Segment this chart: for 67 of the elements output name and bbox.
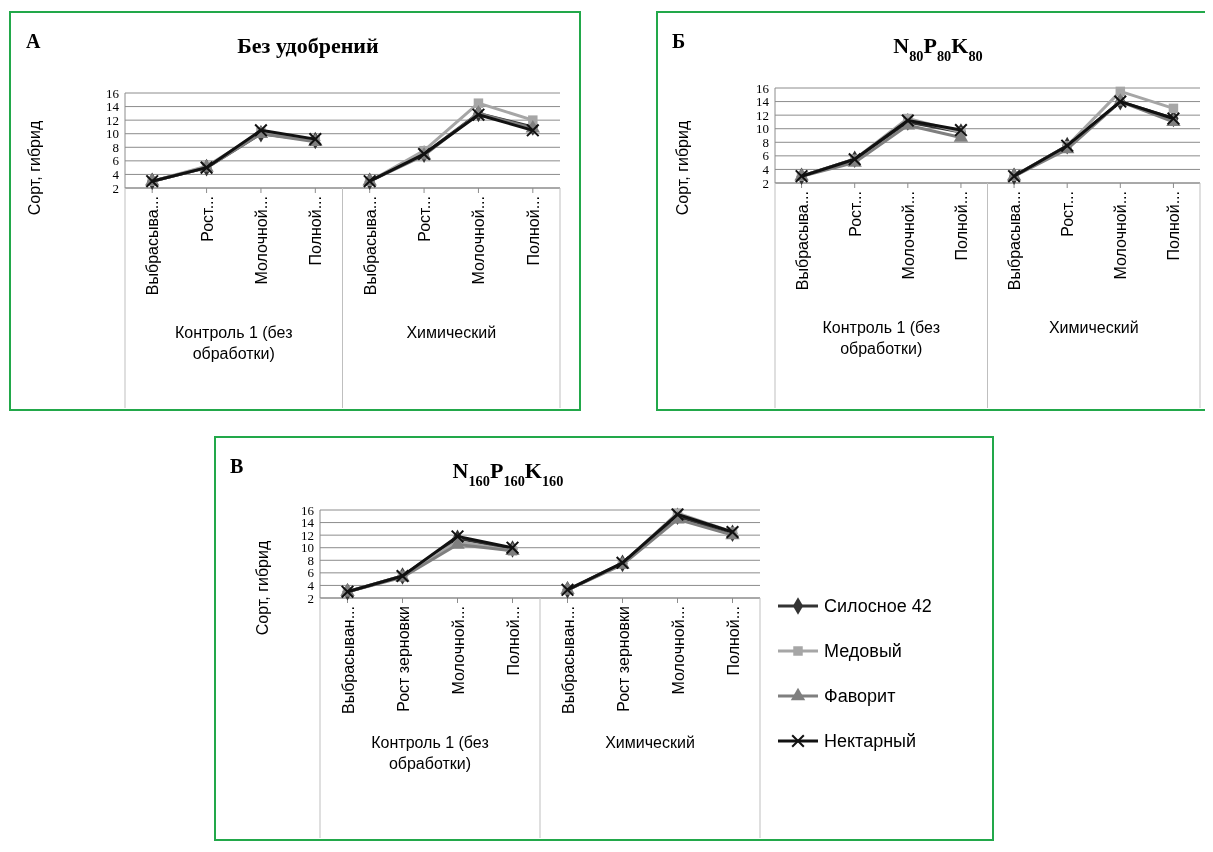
- x-tick-label: Рост...: [416, 196, 434, 242]
- x-tick-label: Полной...: [524, 196, 542, 266]
- text: Контроль 1 (без обработки): [822, 319, 940, 357]
- y-tick-label: 16: [756, 80, 770, 96]
- point: [526, 123, 540, 138]
- y-tick-label: 10: [756, 121, 769, 137]
- x-tick-label: Полной...: [1165, 191, 1183, 261]
- text: А: [26, 30, 41, 52]
- text: Химический: [605, 734, 695, 751]
- x-tick-label: Рост зерновки: [614, 606, 632, 712]
- x-tick-label: Полной...: [307, 196, 325, 266]
- chart-title: N$_{160}$P$_{160}$K$_{160}$: [452, 458, 564, 489]
- y-axis-title: Сорт, гибрид: [26, 120, 43, 216]
- x-tick-label: Рост зерновки: [394, 606, 412, 712]
- y-tick-label: 6: [112, 153, 120, 169]
- y-tick-label: 2: [762, 175, 769, 191]
- y-tick-label: 10: [106, 126, 119, 142]
- x-tick-label: Выбрасыва...: [1006, 191, 1024, 291]
- x-tick-label: Молочной...: [252, 196, 270, 285]
- x-tick-label: Полной...: [724, 606, 742, 676]
- y-tick-label: 8: [112, 139, 119, 155]
- y-axis-title: Сорт, гибрид: [254, 540, 271, 636]
- x-tick-label: Полной...: [504, 606, 522, 676]
- point: [1168, 103, 1179, 114]
- x-tick-label: Полной...: [952, 191, 970, 261]
- y-axis-title: Сорт, гибрид: [674, 120, 691, 216]
- x-tick-label: Выбрасыва...: [361, 196, 379, 296]
- x-tick-label: Рост...: [198, 196, 216, 242]
- chart-title: Без удобрений: [237, 33, 380, 58]
- y-tick-label: 14: [106, 99, 120, 115]
- y-tick-label: 8: [762, 134, 769, 150]
- y-tick-label: 16: [301, 502, 315, 518]
- point: [473, 98, 484, 108]
- y-tick-label: 12: [106, 112, 119, 128]
- y-tick-label: 6: [762, 148, 770, 164]
- x-tick-label: Молочной...: [1112, 191, 1130, 280]
- legend-label: Медовый: [824, 641, 902, 662]
- y-tick-label: 4: [112, 166, 120, 182]
- text: Химический: [1048, 319, 1139, 336]
- x-tick-label: Молочной...: [899, 191, 917, 280]
- text: Химический: [406, 324, 497, 341]
- legend-label: Фаворит: [824, 686, 896, 707]
- x-tick-label: Рост...: [1059, 191, 1077, 237]
- text: В: [230, 455, 244, 477]
- x-tick-label: Выбрасыван...: [339, 606, 357, 715]
- x-tick-label: Выбрасыван...: [559, 606, 577, 715]
- x-tick-label: Молочной...: [470, 196, 488, 285]
- text: Контроль 1 (без обработки): [371, 734, 489, 772]
- x-tick-label: Рост...: [846, 191, 864, 237]
- text: Контроль 1 (без обработки): [175, 324, 293, 362]
- point: [954, 123, 968, 137]
- x-tick-label: Выбрасыва...: [144, 196, 162, 296]
- point: [450, 529, 465, 544]
- x-tick-label: Молочной...: [449, 606, 467, 695]
- y-tick-label: 12: [756, 107, 769, 123]
- legend-label: Нектарный: [824, 731, 917, 752]
- y-tick-label: 4: [762, 161, 770, 177]
- x-tick-label: Молочной...: [669, 606, 687, 695]
- y-tick-label: 14: [756, 94, 770, 110]
- x-tick-label: Выбрасыва...: [793, 191, 811, 291]
- chart-title: N$_{80}$P$_{80}$K$_{80}$: [893, 33, 983, 64]
- legend-label: Силосное 42: [824, 596, 932, 617]
- y-tick-label: 16: [106, 85, 120, 101]
- text: Б: [672, 30, 686, 52]
- point: [670, 507, 685, 522]
- y-tick-label: 2: [112, 180, 119, 196]
- y-tick-label: 2: [307, 590, 314, 606]
